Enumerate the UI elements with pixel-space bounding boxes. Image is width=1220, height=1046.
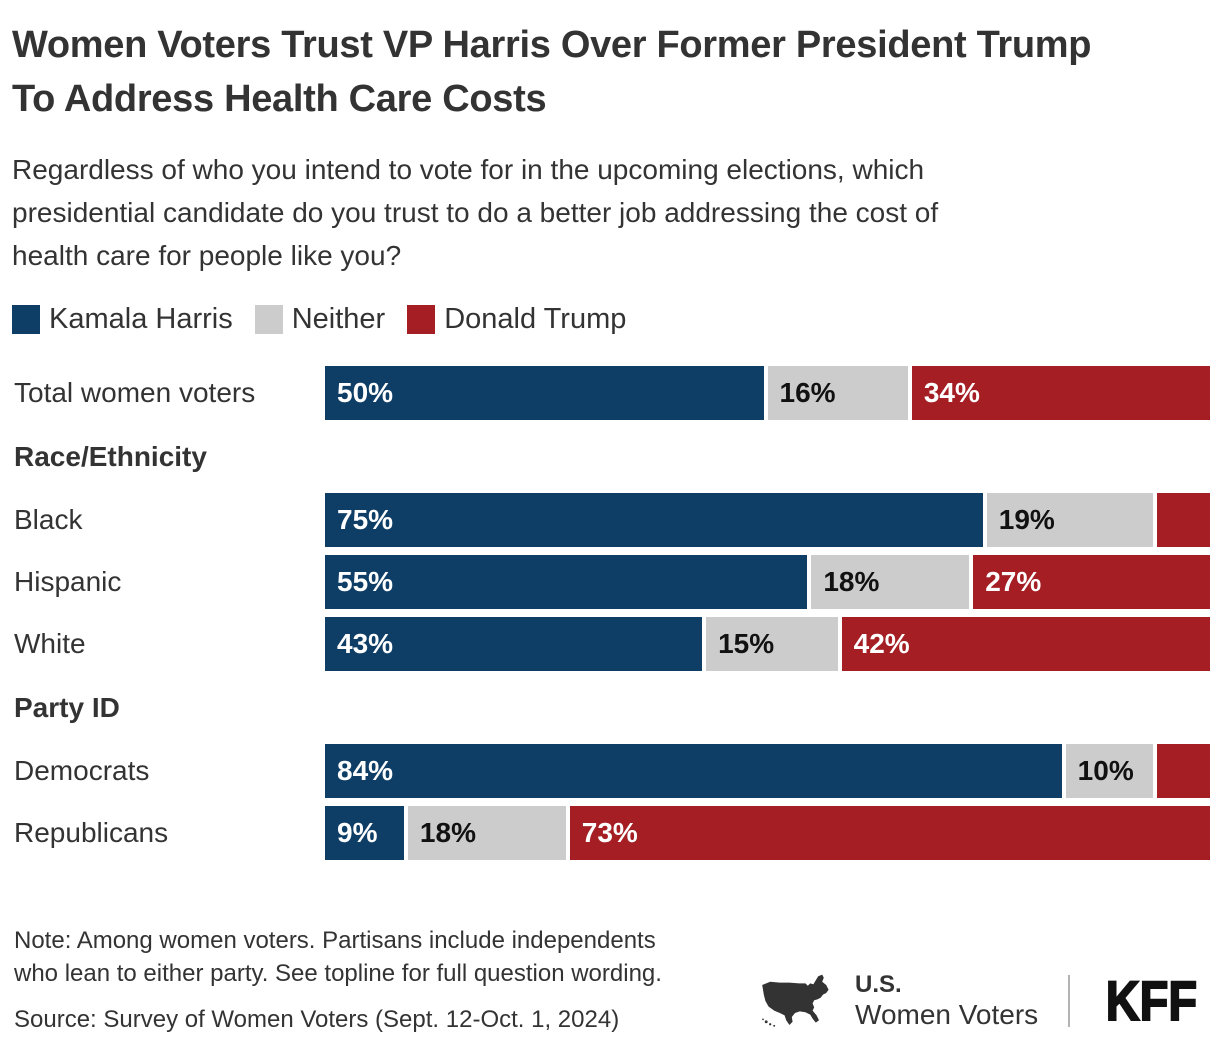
- bar-value-label: 18%: [823, 566, 880, 597]
- region-label-top: U.S.: [855, 971, 902, 998]
- branding-divider: [1068, 975, 1071, 1027]
- bar-segment-trump: [1157, 493, 1210, 547]
- note-text: Note: Among women voters. Partisans incl…: [14, 927, 662, 987]
- bar-track: 9% 18% 73%: [325, 806, 1210, 860]
- bar-value-label: 10%: [1077, 755, 1134, 786]
- survey-question-text: Regardless of who you intend to vote for…: [12, 154, 939, 271]
- us-map-icon: [759, 973, 839, 1029]
- region-label-bottom: Women Voters: [855, 999, 1039, 1030]
- bar-segment-harris: 55%: [325, 555, 808, 609]
- bar-track: 55% 18% 27%: [325, 555, 1210, 609]
- bar-track: 75% 19%: [325, 493, 1210, 547]
- legend-swatch-trump: [407, 305, 436, 334]
- bar-value-label: 18%: [419, 817, 476, 848]
- bar-segment-harris: 75%: [325, 493, 983, 547]
- bar-value-label: 50%: [337, 377, 394, 408]
- row-label: Black: [14, 504, 83, 535]
- legend-item-neither: Neither: [254, 303, 386, 336]
- legend: Kamala Harris Neither Donald Trump: [12, 303, 1220, 336]
- bar-segment-neither: 15%: [706, 617, 838, 671]
- bar-value-label: 43%: [337, 628, 394, 659]
- bar-value-label: 19%: [998, 504, 1055, 535]
- region-label: U.S. Women Voters: [855, 972, 1038, 1030]
- row-label: Democrats: [14, 755, 150, 786]
- bar-segment-trump: 34%: [911, 366, 1210, 420]
- section-header-race-ethnicity: Race/Ethnicity: [14, 441, 207, 472]
- source-text: Source: Survey of Women Voters (Sept. 12…: [14, 1006, 620, 1033]
- section-header-party-id: Party ID: [14, 692, 120, 723]
- bar-segment-neither: 16%: [767, 366, 908, 420]
- bar-segment-neither: 18%: [407, 806, 566, 860]
- bar-segment-harris: 43%: [325, 617, 703, 671]
- page-title: Women Voters Trust VP Harris Over Former…: [12, 24, 1092, 120]
- row-label: Hispanic: [14, 566, 122, 597]
- bar-value-label: 34%: [923, 377, 980, 408]
- legend-item-kamala-harris: Kamala Harris: [12, 303, 233, 336]
- legend-swatch-harris: [12, 305, 40, 334]
- bar-track: 43% 15% 42%: [325, 617, 1210, 671]
- bar-row-white: White 43% 15% 42%: [0, 617, 1220, 671]
- bar-row-hispanic: Hispanic 55% 18% 27%: [0, 555, 1220, 609]
- bar-value-label: 84%: [337, 755, 394, 786]
- bar-value-label: 73%: [581, 817, 638, 848]
- bar-segment-trump: [1157, 744, 1210, 798]
- bar-segment-trump: 73%: [569, 806, 1210, 860]
- bar-value-label: 42%: [853, 628, 910, 659]
- bar-segment-trump: 27%: [973, 555, 1210, 609]
- bar-segment-trump: 42%: [841, 617, 1210, 671]
- bar-value-label: 55%: [337, 566, 394, 597]
- bar-row-black: Black 75% 19%: [0, 493, 1220, 547]
- kff-logo: KFF: [1105, 969, 1198, 1032]
- bar-segment-harris: 50%: [325, 366, 764, 420]
- bar-track: 84% 10%: [325, 744, 1210, 798]
- row-label: Total women voters: [14, 377, 256, 408]
- legend-swatch-neither: [254, 305, 283, 334]
- bar-value-label: 15%: [718, 628, 775, 659]
- row-label: White: [14, 628, 86, 659]
- bar-segment-harris: 9%: [325, 806, 404, 860]
- bar-segment-neither: 10%: [1065, 744, 1154, 798]
- legend-item-donald-trump: Donald Trump: [407, 303, 626, 336]
- chart-rows: Total women voters 50% 16% 34% Race/Ethnicit…: [0, 366, 1220, 860]
- bar-segment-neither: 18%: [811, 555, 970, 609]
- bar-row-total-women-voters: Total women voters 50% 16% 34%: [0, 366, 1220, 420]
- bar-value-label: 16%: [779, 377, 836, 408]
- bar-segment-neither: 19%: [986, 493, 1154, 547]
- legend-label: Kamala Harris: [49, 303, 233, 335]
- bar-value-label: 9%: [337, 817, 378, 848]
- row-label: Republicans: [14, 817, 169, 848]
- legend-label: Neither: [291, 303, 386, 335]
- bar-track: 50% 16% 34%: [325, 366, 1210, 420]
- bar-value-label: 75%: [337, 504, 394, 535]
- branding-block: U.S. Women Voters KFF: [759, 972, 1206, 1030]
- legend-label: Donald Trump: [444, 303, 627, 335]
- bar-value-label: 27%: [985, 566, 1042, 597]
- bar-segment-harris: 84%: [325, 744, 1062, 798]
- bar-row-democrats: Democrats 84% 10%: [0, 744, 1220, 798]
- bar-row-republicans: Republicans 9% 18% 73%: [0, 806, 1220, 860]
